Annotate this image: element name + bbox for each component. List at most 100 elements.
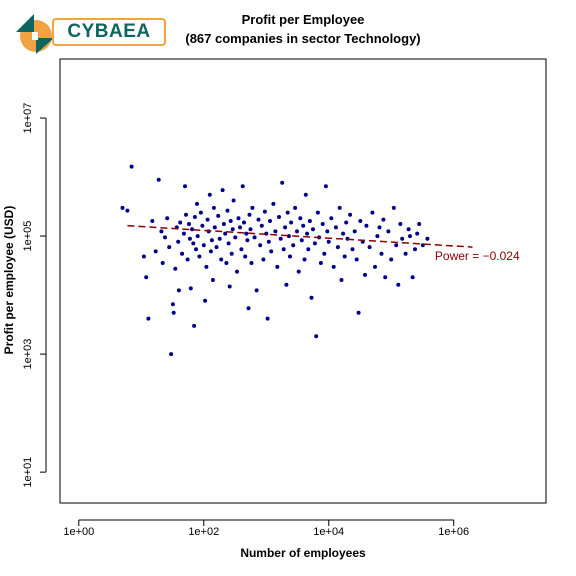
x-tick-label: 1e+00 bbox=[63, 526, 94, 538]
data-point bbox=[333, 225, 338, 230]
data-point bbox=[216, 213, 221, 218]
data-point bbox=[246, 306, 251, 311]
data-point bbox=[302, 257, 307, 262]
data-point bbox=[203, 298, 208, 303]
data-point bbox=[299, 238, 304, 243]
data-point bbox=[156, 177, 161, 182]
data-point bbox=[406, 227, 411, 232]
data-point bbox=[224, 261, 229, 265]
data-point bbox=[350, 247, 355, 252]
data-point bbox=[285, 210, 290, 215]
x-axis-label: Number of employees bbox=[240, 546, 366, 560]
data-point bbox=[291, 243, 296, 248]
data-point bbox=[363, 272, 367, 277]
x-tick-label: 1e+02 bbox=[188, 526, 219, 538]
data-point bbox=[410, 275, 415, 280]
data-point bbox=[400, 236, 405, 241]
data-point bbox=[200, 223, 205, 228]
data-point bbox=[352, 229, 357, 234]
data-point bbox=[229, 251, 234, 256]
logo-wordmark: CYBAEA bbox=[52, 18, 166, 46]
data-point bbox=[225, 208, 230, 213]
data-point bbox=[329, 216, 334, 221]
data-point bbox=[165, 216, 170, 221]
data-point bbox=[197, 254, 202, 259]
plot-frame bbox=[59, 58, 547, 504]
data-point bbox=[188, 286, 193, 291]
data-point bbox=[180, 251, 185, 256]
data-points bbox=[120, 164, 430, 357]
data-point bbox=[342, 254, 347, 259]
data-point bbox=[354, 257, 359, 262]
data-point bbox=[381, 217, 386, 222]
chart-title: Profit per Employee bbox=[242, 12, 365, 27]
data-point bbox=[150, 219, 155, 223]
data-point bbox=[288, 254, 292, 259]
data-point bbox=[217, 236, 222, 241]
y-tick-label: 1e+05 bbox=[22, 221, 34, 252]
data-point bbox=[170, 302, 175, 307]
data-point bbox=[331, 264, 336, 269]
data-point bbox=[187, 236, 192, 241]
data-point bbox=[301, 223, 306, 228]
data-point bbox=[254, 288, 259, 293]
data-point bbox=[169, 352, 174, 357]
data-point bbox=[367, 245, 372, 250]
data-point bbox=[256, 217, 261, 222]
data-point bbox=[231, 198, 236, 203]
data-point bbox=[244, 231, 249, 236]
data-point bbox=[289, 220, 294, 225]
data-point bbox=[220, 188, 225, 193]
y-tick-label: 1e+07 bbox=[22, 103, 34, 134]
data-point bbox=[415, 231, 420, 236]
data-point bbox=[383, 275, 388, 280]
data-point bbox=[370, 210, 375, 215]
data-point bbox=[403, 251, 408, 256]
data-point bbox=[265, 316, 270, 321]
data-point bbox=[167, 245, 172, 250]
x-axis: 1e+00 1e+02 1e+04 1e+06 bbox=[63, 519, 469, 538]
data-point bbox=[326, 239, 331, 244]
power-annotation: Power = −0.024 bbox=[435, 249, 520, 263]
data-point bbox=[389, 257, 394, 262]
data-point bbox=[280, 180, 285, 185]
data-point bbox=[298, 216, 303, 221]
data-point bbox=[391, 205, 396, 210]
data-point bbox=[141, 254, 146, 259]
data-point bbox=[266, 239, 271, 244]
data-point bbox=[176, 288, 181, 293]
data-point bbox=[306, 247, 311, 252]
data-point bbox=[209, 238, 214, 243]
data-point bbox=[201, 243, 206, 248]
data-point bbox=[356, 310, 361, 315]
data-point bbox=[159, 229, 164, 234]
data-point bbox=[377, 225, 382, 230]
data-point bbox=[364, 223, 369, 228]
data-point bbox=[195, 201, 199, 206]
data-point bbox=[223, 231, 228, 236]
data-point bbox=[191, 241, 196, 246]
data-point bbox=[348, 212, 353, 217]
data-point bbox=[249, 261, 254, 265]
data-point bbox=[281, 247, 286, 252]
y-tick-label: 1e+03 bbox=[22, 339, 34, 370]
data-point bbox=[386, 229, 391, 234]
data-point bbox=[183, 184, 187, 189]
data-point bbox=[283, 225, 288, 230]
data-point bbox=[187, 222, 191, 226]
data-point bbox=[129, 164, 134, 169]
data-point bbox=[250, 205, 255, 210]
data-point bbox=[248, 227, 253, 232]
data-point bbox=[259, 223, 264, 228]
data-point bbox=[339, 278, 344, 282]
data-point bbox=[296, 269, 301, 274]
data-point bbox=[312, 241, 317, 246]
data-point bbox=[417, 222, 422, 226]
data-point bbox=[178, 220, 183, 225]
data-point bbox=[214, 245, 219, 250]
data-point bbox=[184, 212, 188, 217]
x-tick-label: 1e+06 bbox=[438, 526, 469, 538]
data-point bbox=[221, 222, 226, 226]
data-point bbox=[181, 231, 186, 236]
data-point bbox=[293, 205, 298, 210]
